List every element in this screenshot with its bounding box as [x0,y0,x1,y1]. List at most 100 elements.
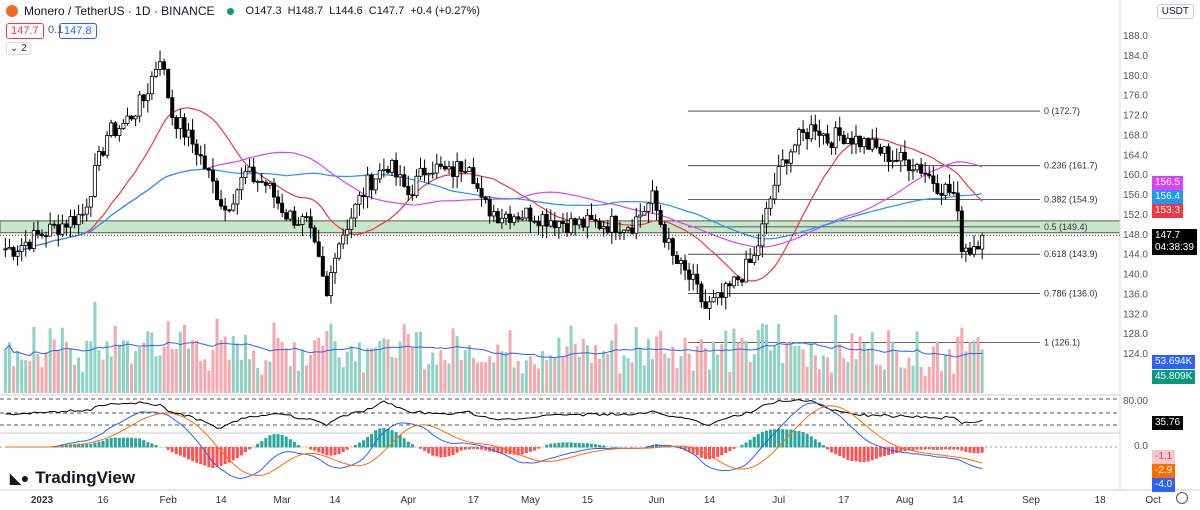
candle-up [300,216,305,225]
candle-down [817,130,822,136]
macd-histogram-bar [769,429,773,448]
macd-histogram-bar [939,447,943,450]
monero-logo-icon [6,5,18,17]
macd-histogram-bar [496,447,500,453]
candle-down [320,256,325,277]
candle-down [866,138,871,150]
macd-histogram-bar [105,438,109,448]
candle-down [190,129,195,145]
candle-down [947,183,952,193]
macd-histogram-bar [146,442,150,448]
volume-bar [634,327,638,393]
volume-bar [699,338,703,393]
candle-down [64,223,69,228]
bar-countdown: 04:38:39 [1155,242,1194,253]
candle-up [711,297,716,303]
volume-bar [524,360,528,393]
macd-histogram-bar [683,447,687,451]
candle-down [939,193,944,196]
volume-bar [394,357,398,393]
volume-bar [276,337,280,393]
volume-bar [419,331,423,393]
candle-up [186,129,191,138]
candle-down [72,216,77,226]
macd-histogram-bar [838,447,842,457]
candle-up [833,127,838,149]
volume-bar [854,359,858,393]
volume-bar [716,354,720,393]
currency-select[interactable]: USDT [1156,4,1194,19]
candle-down [402,174,407,187]
macd-histogram-bar [459,447,463,451]
macd-histogram-bar [410,444,414,448]
candle-down [735,276,740,281]
candle-up [381,168,386,171]
macd-histogram-bar [549,443,553,448]
price-axis-label: 184.0 [1123,51,1148,62]
collapse-indicators-button[interactable]: ⌄ 2 [6,42,31,55]
volume-bar [89,341,93,393]
ma1-tag: 156.5 [1152,176,1184,190]
macd-histogram-bar [760,432,764,448]
candle-up [398,174,403,178]
volume-bar [272,322,276,393]
candle-up [377,170,382,180]
candle-down [617,231,622,234]
symbol-title[interactable]: Monero / TetherUS · 1D · BINANCE [24,4,215,18]
candle-down [206,168,211,171]
macd-histogram-bar [439,447,443,458]
macd-histogram-bar [231,447,235,461]
volume-bar [585,345,589,393]
macd-histogram-bar [89,443,93,448]
candle-down [280,202,285,214]
sell-price-button[interactable]: 147.7 [6,23,44,39]
candle-up [247,166,252,172]
candle-down [219,199,224,207]
volume-bar [431,352,435,393]
candle-down [931,175,936,184]
candle-down [259,180,264,183]
candle-down [858,135,863,148]
volume-bar [899,367,903,393]
candle-up [418,167,423,177]
moving-average-line [5,168,983,252]
candle-up [178,117,183,130]
candle-down [44,235,49,237]
buy-price-button[interactable]: 147.8 [59,23,97,39]
candle-up [158,61,163,70]
settings-icon[interactable] [1176,492,1188,504]
macd-histogram-bar [504,447,508,454]
candle-down [182,117,187,138]
candle-up [845,137,850,145]
volume-bar [374,347,378,393]
volume-bar [850,333,854,393]
tradingview-logo[interactable]: ◣● TradingView [10,468,135,488]
candle-up [569,218,574,234]
candle-up [296,224,301,226]
volume-bar [834,314,838,393]
macd-histogram-bar [862,447,866,463]
volume-bar [357,342,361,393]
volume-bar [935,341,939,393]
macd-histogram-bar [187,447,191,460]
macd-histogram-bar [732,447,736,449]
volume-bar [915,331,919,393]
volume-bar [691,370,695,393]
macd-histogram-bar [309,447,313,450]
macd-signal-line [5,405,983,477]
candle-up [540,214,545,227]
candle-down [385,168,390,173]
volume-bar [256,367,260,393]
volume-bar [162,346,166,393]
brand-name: TradingView [35,468,136,487]
macd-histogram-bar [610,446,614,448]
candle-down [101,151,106,156]
volume-bar [235,343,239,393]
volume-bar [451,328,455,393]
candle-down [544,214,549,227]
candle-down [874,138,879,148]
volume-bar [769,350,773,393]
candle-down [369,174,374,191]
macd-histogram-bar [720,447,724,456]
